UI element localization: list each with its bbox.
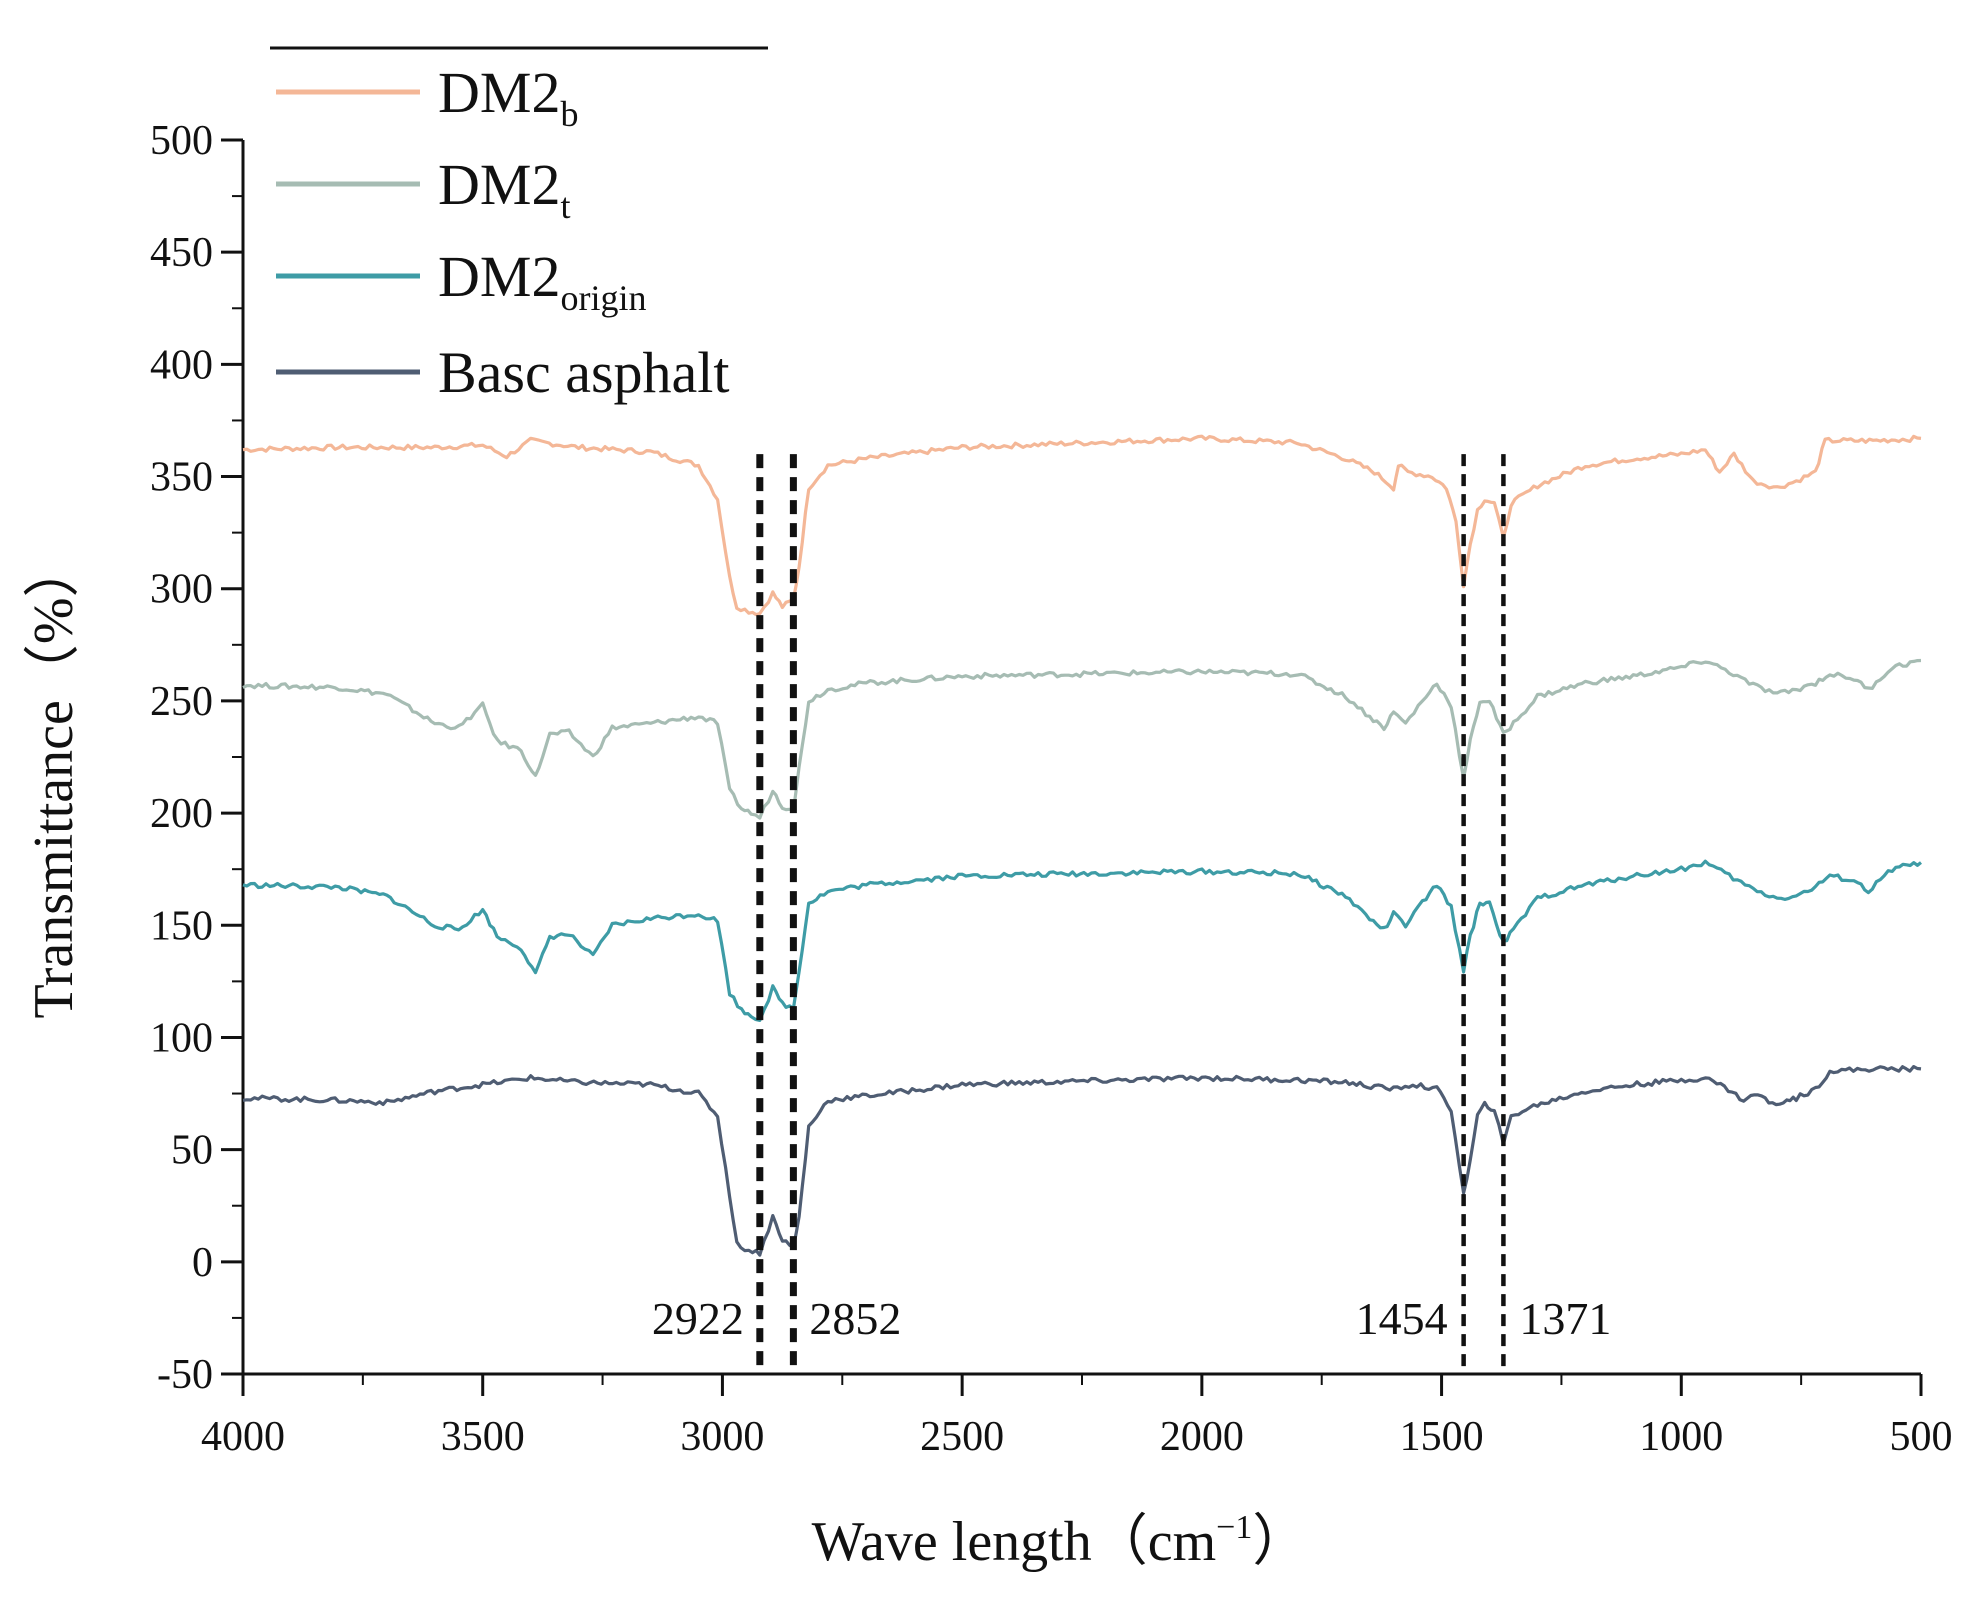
- y-tick-label: 400: [150, 342, 213, 388]
- legend-label-dm2b: DM2b: [438, 60, 578, 134]
- y-tick-label: 100: [150, 1015, 213, 1061]
- series-line-basc-asphalt: [242, 1065, 1922, 1257]
- series-line-dm2t: [242, 658, 1922, 820]
- y-tick-label: 350: [150, 455, 213, 501]
- legend-label-basc-asphalt: Basc asphalt: [438, 340, 730, 405]
- y-tick-label: 200: [150, 791, 213, 837]
- x-tick-label: 1500: [1400, 1414, 1484, 1460]
- y-tick-label: -50: [157, 1352, 213, 1398]
- legend-item-dm2t: DM2t: [276, 152, 570, 226]
- x-tick-label: 500: [1890, 1414, 1953, 1460]
- peak-label-1371: 1371: [1519, 1293, 1611, 1344]
- peak-label-1454: 1454: [1356, 1293, 1448, 1344]
- legend: DM2b DM2t DM2origin Basc asphalt: [270, 46, 768, 405]
- x-ticks: 4000 3500 3000 2500 2000 1500 1000 500: [201, 1374, 1953, 1460]
- legend-label-dm2origin: DM2origin: [438, 244, 646, 318]
- series-layer: [242, 434, 1922, 1257]
- y-tick-label: 0: [192, 1240, 213, 1286]
- y-tick-label: 250: [150, 679, 213, 725]
- legend-item-dm2origin: DM2origin: [276, 244, 646, 318]
- annotation-layer: 2922 2852 1454 1371: [652, 454, 1611, 1370]
- x-axis-title: Wave length（cm−1）: [812, 1509, 1309, 1573]
- x-tick-label: 3000: [680, 1414, 764, 1460]
- x-tick-label: 2500: [920, 1414, 1004, 1460]
- y-tick-label: 150: [150, 903, 213, 949]
- x-tick-label: 2000: [1160, 1414, 1244, 1460]
- y-tick-label: 50: [171, 1128, 213, 1174]
- series-line-dm2b: [242, 434, 1922, 617]
- x-tick-label: 1000: [1639, 1414, 1723, 1460]
- legend-item-dm2b: DM2b: [276, 60, 578, 134]
- x-tick-label: 4000: [201, 1414, 285, 1460]
- x-tick-label: 3500: [441, 1414, 525, 1460]
- peak-label-2852: 2852: [809, 1293, 901, 1344]
- series-line-dm2origin: [242, 859, 1922, 1022]
- peak-label-2922: 2922: [652, 1293, 744, 1344]
- y-axis-title: Transmittance（%）: [23, 542, 85, 1019]
- legend-label-dm2t: DM2t: [438, 152, 570, 226]
- y-tick-label: 300: [150, 567, 213, 613]
- y-tick-label: 450: [150, 230, 213, 276]
- legend-item-basc-asphalt: Basc asphalt: [276, 340, 730, 405]
- y-tick-label: 500: [150, 118, 213, 164]
